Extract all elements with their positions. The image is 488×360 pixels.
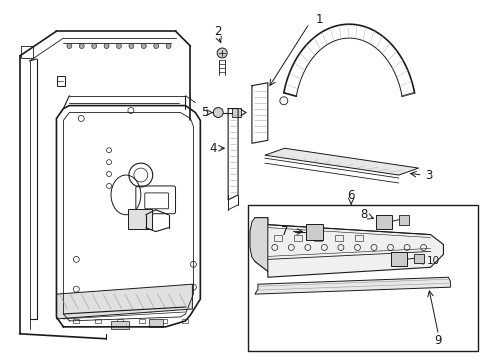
Bar bbox=[20, 46, 33, 58]
Bar bbox=[334, 235, 342, 240]
Bar bbox=[354, 235, 362, 240]
Polygon shape bbox=[56, 284, 192, 319]
Bar bbox=[413, 255, 423, 264]
Polygon shape bbox=[249, 218, 267, 271]
Text: 4: 4 bbox=[209, 142, 217, 155]
Circle shape bbox=[104, 44, 109, 49]
Circle shape bbox=[217, 48, 226, 58]
Circle shape bbox=[166, 44, 171, 49]
Circle shape bbox=[67, 44, 72, 49]
Bar bbox=[95, 319, 101, 323]
FancyBboxPatch shape bbox=[128, 209, 151, 229]
Circle shape bbox=[92, 44, 97, 49]
Circle shape bbox=[129, 44, 134, 49]
Polygon shape bbox=[264, 148, 418, 175]
FancyBboxPatch shape bbox=[144, 193, 168, 209]
Text: 5: 5 bbox=[201, 106, 208, 119]
Circle shape bbox=[153, 44, 158, 49]
Bar bbox=[139, 319, 144, 323]
Circle shape bbox=[116, 44, 121, 49]
Circle shape bbox=[213, 108, 223, 117]
FancyBboxPatch shape bbox=[305, 224, 323, 239]
Bar bbox=[314, 235, 322, 240]
Text: 1: 1 bbox=[315, 13, 323, 26]
Bar bbox=[148, 319, 163, 327]
Bar bbox=[111, 321, 129, 329]
Bar bbox=[182, 319, 188, 323]
Text: 9: 9 bbox=[434, 334, 441, 347]
Circle shape bbox=[79, 44, 84, 49]
Text: 10: 10 bbox=[426, 256, 439, 266]
Text: 3: 3 bbox=[424, 168, 431, 181]
Text: 2: 2 bbox=[214, 24, 222, 38]
Circle shape bbox=[141, 44, 146, 49]
Bar bbox=[273, 235, 281, 240]
FancyBboxPatch shape bbox=[390, 252, 406, 266]
Bar bbox=[57, 76, 65, 86]
Text: 6: 6 bbox=[346, 189, 354, 202]
Bar bbox=[161, 319, 166, 323]
Text: 8: 8 bbox=[360, 208, 367, 221]
Bar bbox=[293, 235, 302, 240]
FancyBboxPatch shape bbox=[375, 215, 391, 229]
Bar bbox=[232, 108, 241, 117]
Polygon shape bbox=[254, 277, 449, 294]
Bar bbox=[117, 319, 122, 323]
Bar bbox=[73, 319, 79, 323]
Text: 7: 7 bbox=[281, 225, 288, 238]
Bar bbox=[247, 205, 477, 351]
Bar bbox=[398, 215, 408, 225]
Polygon shape bbox=[254, 218, 443, 277]
